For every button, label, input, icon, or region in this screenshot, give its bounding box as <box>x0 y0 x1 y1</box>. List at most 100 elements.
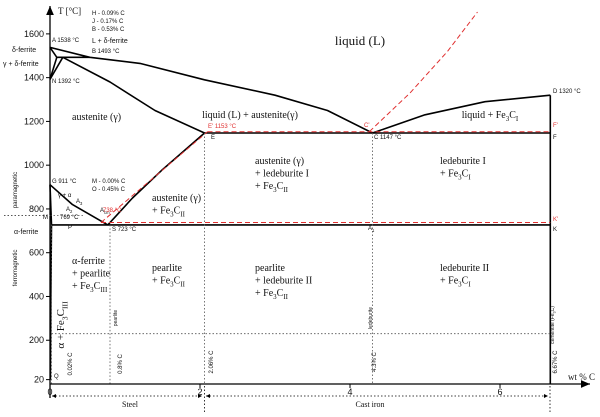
annotation-text: γ + α <box>58 193 72 199</box>
x-tick-label: 6 <box>497 387 502 397</box>
annotation-text: + Fe <box>440 276 459 287</box>
annotation: Acm <box>100 208 110 215</box>
annotation-text: C <box>462 169 469 180</box>
annotation: Cast iron <box>355 400 384 409</box>
annotation: F <box>553 135 557 141</box>
phase-boundary <box>107 132 206 226</box>
y-tick-label: 200 <box>29 335 44 345</box>
annotation: ferromagnetic <box>13 250 19 287</box>
annotation: C 1147 °C <box>374 135 402 141</box>
annotation-subscript: 3 <box>90 286 94 294</box>
annotation-text: F' <box>553 123 558 129</box>
annotation-text: + ledeburite II <box>255 276 312 287</box>
annotation: α-ferrite <box>14 229 38 236</box>
annotation-text: P <box>68 225 72 231</box>
annotation-text: ferromagnetic <box>13 250 19 287</box>
annotation-subscript: 3 <box>458 174 462 182</box>
annotation-text: ledeburite II <box>440 263 489 274</box>
annotation-subscript: II <box>180 211 185 219</box>
annotation-text: + ledeburite I <box>255 169 309 180</box>
annotation-subscript: 3 <box>273 186 277 194</box>
annotation-text: cementite (Fe <box>550 313 556 344</box>
annotation: + Fe3CII <box>255 288 289 301</box>
annotation-text: 6.67% C <box>553 350 559 374</box>
annotation: A2 <box>66 207 73 214</box>
annotation-text: + Fe <box>152 206 171 217</box>
annotation: T [°C] <box>58 6 81 16</box>
phase-boundary <box>369 11 478 132</box>
annotation-subscript: III <box>100 286 108 294</box>
annotation-subscript: 2 <box>70 209 73 214</box>
annotation-text: K' <box>553 217 558 223</box>
annotation-text: C 1147 °C <box>374 135 402 141</box>
annotation-text: D 1320 °C <box>553 89 581 95</box>
annotation-text: C <box>174 206 181 217</box>
annotation-text: M <box>43 215 48 221</box>
annotation-text: C <box>509 110 516 121</box>
annotation-subscript: 3 <box>458 281 462 289</box>
y-tick-label: 600 <box>29 248 44 258</box>
phase-boundary <box>100 131 208 223</box>
annotation-text: liquid (L) + austenite(γ) <box>202 110 298 121</box>
annotation-subscript: 3 <box>273 293 277 301</box>
annotation-text: α + Fe <box>55 320 67 349</box>
y-tick-label: 1000 <box>24 160 44 170</box>
annotation: + Fe3CII <box>152 206 186 219</box>
annotation: 0.8% C <box>118 354 124 374</box>
annotation-text: α-ferrite <box>72 256 106 267</box>
annotation: 738 °C <box>103 208 122 214</box>
annotation: F' <box>553 123 558 129</box>
annotation-subscript: 3 <box>60 316 69 320</box>
annotation-text: N 1392 °C <box>52 79 80 85</box>
plot-area <box>46 11 552 388</box>
annotation: H - 0.09% C <box>92 11 125 17</box>
annotation-text: T [°C] <box>58 6 81 16</box>
annotation: Steel <box>122 400 139 409</box>
annotation-text: C <box>55 309 67 316</box>
annotation: + pearlite <box>72 269 111 280</box>
phase-boundary <box>62 56 205 134</box>
annotation-subscript: II <box>283 186 288 194</box>
y-tick-label: 20 <box>34 375 44 385</box>
annotation-text: C' <box>364 123 369 129</box>
annotation: 6.67% C <box>553 350 559 374</box>
phase-boundary <box>49 56 64 80</box>
annotation: A1 <box>368 226 375 233</box>
annotation-text: austenite (γ) <box>255 156 304 167</box>
annotation-text: γ + δ-ferrite <box>3 61 39 68</box>
annotation-subscript: I <box>468 281 471 289</box>
y-tick-label: 800 <box>29 204 44 214</box>
annotation-text: A 1538 °C <box>52 38 80 44</box>
annotation: O - 0.45% C <box>92 187 126 193</box>
annotation-text: + Fe <box>255 181 274 192</box>
annotation-text: wt % C <box>568 372 595 382</box>
annotation-subscript: III <box>60 301 69 309</box>
annotation-text: C <box>277 288 284 299</box>
annotation: P <box>68 225 72 231</box>
annotation: + Fe3CI <box>440 276 471 289</box>
annotation: S 723 °C <box>112 227 137 233</box>
annotation: + ledeburite I <box>255 169 309 180</box>
annotation: paramagnetic <box>13 172 19 208</box>
x-tick-label: 2 <box>197 387 202 397</box>
annotation-text: E <box>211 135 215 141</box>
annotation-text: S 723 °C <box>112 227 137 233</box>
annotation-text: + pearlite <box>72 269 111 280</box>
annotation-text: 2.06% C <box>209 350 215 374</box>
annotation-subscript: cm <box>104 210 110 215</box>
annotation: J - 0.17% C <box>92 19 124 25</box>
annotation: B - 0.53% C <box>92 27 125 33</box>
annotation-text: K <box>553 227 557 233</box>
annotation-text: A <box>368 226 372 232</box>
annotation-text: L + δ-ferrite <box>92 38 128 45</box>
annotation: 769 °C <box>60 215 79 221</box>
annotation: ledeburite <box>368 307 374 329</box>
annotation: 4.3% C <box>372 352 378 372</box>
annotation-text: C) <box>550 306 556 312</box>
y-tick-label: 1200 <box>24 116 44 126</box>
annotation-text: F <box>553 135 557 141</box>
phase-boundary <box>49 46 58 58</box>
annotation-subscript: 3 <box>170 281 174 289</box>
annotation-text: 4.3% C <box>372 352 378 372</box>
